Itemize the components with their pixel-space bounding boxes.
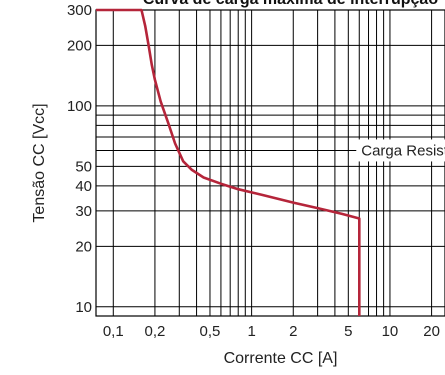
y-tick-labels: 10 20 30 40 50 100 200 300 (67, 2, 92, 316)
x-tick-label: 5 (344, 323, 352, 340)
grid (96, 9, 445, 316)
y-tick-label: 40 (75, 178, 92, 195)
x-tick-label: 0,1 (103, 323, 124, 340)
y-tick-label: 10 (75, 299, 92, 316)
x-tick-label: 2 (289, 323, 297, 340)
x-tick-label: 20 (423, 323, 440, 340)
y-tick-label: 50 (75, 158, 92, 175)
chart-title: Curva de carga máxima de interrupção (143, 0, 438, 8)
annotation-label: Carga Resistiva (361, 142, 445, 159)
annotation: Carga Resistiva (356, 139, 445, 162)
x-tick-label: 1 (247, 323, 255, 340)
x-tick-label: 0,2 (144, 323, 165, 340)
annotation-background (356, 139, 445, 162)
y-axis-label: Tensão CC [Vcc] (31, 103, 48, 222)
x-tick-label: 10 (382, 323, 399, 340)
y-tick-label: 300 (67, 2, 92, 19)
x-tick-label: 0,5 (200, 323, 221, 340)
plot-frame (95, 9, 445, 317)
y-tick-label: 30 (75, 203, 92, 220)
series-line (96, 8, 361, 316)
x-tick-labels: 0,1 0,2 0,5 1 2 5 10 20 (103, 323, 440, 340)
y-tick-label: 20 (75, 238, 92, 255)
y-tick-label: 200 (67, 37, 92, 54)
x-axis-label: Corrente CC [A] (224, 350, 338, 367)
series-layer (96, 8, 361, 316)
y-tick-label: 100 (67, 98, 92, 115)
